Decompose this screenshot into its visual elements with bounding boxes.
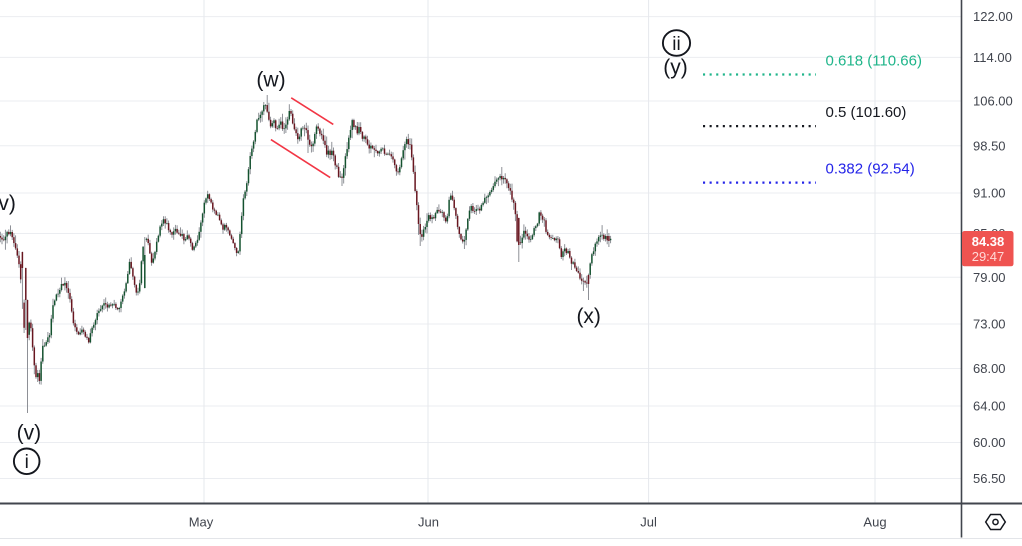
svg-text:(v): (v) — [17, 422, 42, 445]
svg-text:84.38: 84.38 — [972, 234, 1005, 249]
svg-text:56.50: 56.50 — [973, 471, 1006, 486]
svg-text:68.00: 68.00 — [973, 361, 1006, 376]
svg-text:98.50: 98.50 — [973, 138, 1006, 153]
svg-text:i: i — [25, 452, 29, 473]
svg-text:(x): (x) — [576, 305, 601, 328]
svg-text:29:47: 29:47 — [972, 249, 1005, 264]
svg-text:0.5 (101.60): 0.5 (101.60) — [826, 104, 907, 121]
svg-text:106.00: 106.00 — [973, 94, 1013, 109]
svg-text:91.00: 91.00 — [973, 186, 1006, 201]
svg-text:60.00: 60.00 — [973, 435, 1006, 450]
svg-text:114.00: 114.00 — [973, 50, 1012, 65]
svg-text:(y): (y) — [663, 56, 688, 79]
svg-text:0.382 (92.54): 0.382 (92.54) — [826, 161, 915, 178]
svg-text:0.618 (110.66): 0.618 (110.66) — [826, 53, 922, 70]
svg-text:64.00: 64.00 — [973, 399, 1006, 414]
svg-text:May: May — [189, 515, 214, 530]
svg-text:Jun: Jun — [418, 515, 439, 530]
svg-text:Jul: Jul — [640, 515, 657, 530]
svg-text:(iv): (iv) — [0, 192, 16, 215]
svg-text:79.00: 79.00 — [973, 270, 1006, 285]
svg-text:ii: ii — [672, 34, 680, 55]
svg-text:73.00: 73.00 — [973, 317, 1006, 332]
svg-text:122.00: 122.00 — [973, 9, 1013, 24]
svg-text:(w): (w) — [256, 69, 285, 92]
svg-text:Aug: Aug — [863, 515, 886, 530]
